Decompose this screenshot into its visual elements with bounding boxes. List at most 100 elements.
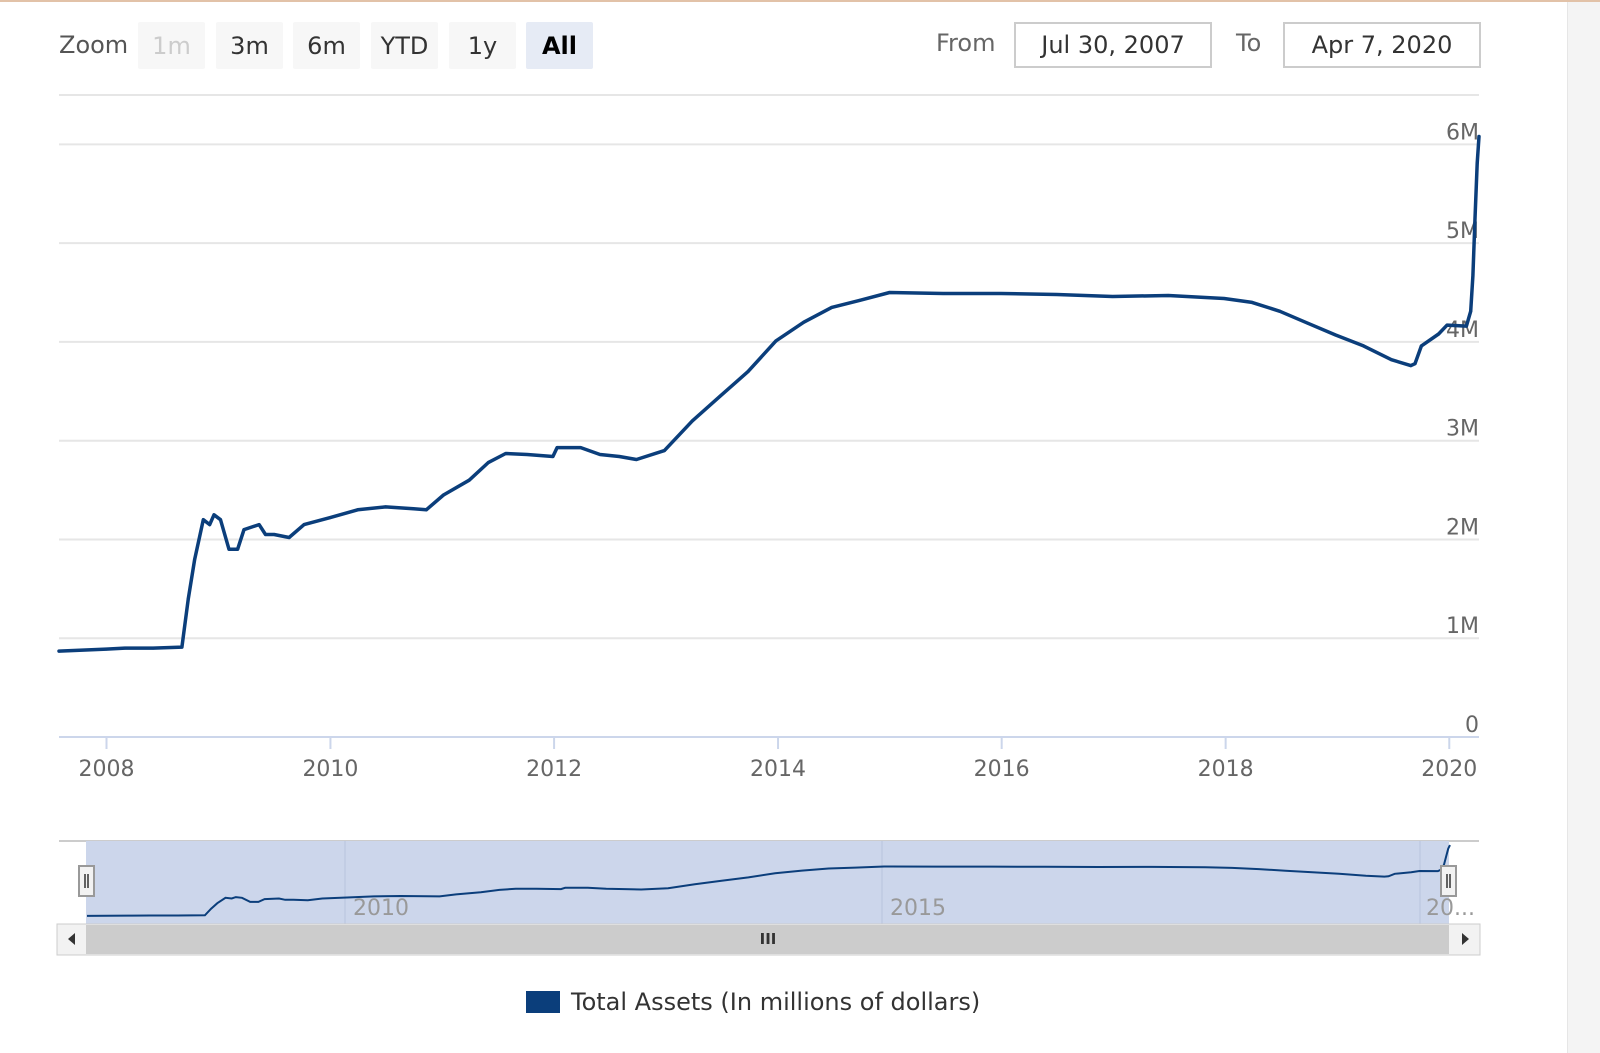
- data-point: [1409, 364, 1413, 368]
- navigator-left-handle[interactable]: [78, 865, 95, 897]
- data-point: [1306, 321, 1310, 325]
- data-point: [830, 305, 834, 309]
- to-date-input[interactable]: Apr 7, 2020: [1283, 22, 1481, 68]
- navigator-tick-label: 2015: [890, 896, 946, 921]
- zoom-1y-button[interactable]: 1y: [449, 22, 516, 69]
- data-point: [858, 298, 861, 302]
- data-point: [662, 449, 666, 453]
- data-point: [746, 370, 750, 374]
- y-tick-label: 1M: [1446, 614, 1479, 639]
- x-tick-label: 2008: [78, 757, 134, 782]
- data-point: [487, 460, 490, 464]
- y-tick-label: 4M: [1446, 318, 1479, 343]
- right-handle-body[interactable]: [1440, 865, 1457, 897]
- legend-swatch-icon: [526, 991, 560, 1013]
- data-point: [201, 518, 205, 522]
- data-point: [1437, 332, 1441, 336]
- navigator-gridlines: [344, 841, 1421, 924]
- page-scrollbar[interactable]: [1567, 2, 1600, 1053]
- x-tick-label: 2020: [1421, 757, 1477, 782]
- navigator-scrollbar[interactable]: III: [56, 923, 1481, 956]
- zoom-ytd-button[interactable]: YTD: [371, 22, 438, 69]
- data-point: [1471, 274, 1475, 278]
- y-tick-label: 3M: [1446, 417, 1479, 442]
- data-point: [1389, 358, 1393, 362]
- scrollbar-grip: III: [760, 930, 777, 948]
- data-point: [1222, 297, 1226, 300]
- x-tick-label: 2018: [1198, 757, 1254, 782]
- data-point: [272, 533, 276, 536]
- legend-item[interactable]: Total Assets (In millions of dollars): [526, 986, 980, 1018]
- zoom-6m-button[interactable]: 6m: [293, 22, 360, 69]
- data-point: [1111, 295, 1115, 298]
- scrollbar-thumb[interactable]: [86, 925, 1449, 954]
- data-point: [802, 320, 806, 324]
- navigator[interactable]: 2010 2015 20...: [59, 840, 1479, 924]
- y-tick-label: 6M: [1446, 120, 1479, 145]
- navigator-right-handle[interactable]: [1440, 865, 1457, 897]
- y-tick-label: 2M: [1446, 515, 1479, 540]
- from-date-input[interactable]: Jul 30, 2007: [1014, 22, 1212, 68]
- left-handle-body[interactable]: [78, 865, 95, 897]
- data-point: [302, 523, 306, 527]
- data-point: [718, 394, 722, 398]
- series-group: [57, 134, 1481, 653]
- data-point: [424, 508, 428, 512]
- data-point: [180, 645, 184, 649]
- data-point: [264, 533, 267, 536]
- data-point: [151, 646, 155, 650]
- data-point: [504, 452, 508, 455]
- data-point: [212, 513, 216, 517]
- x-tick-label: 2016: [974, 757, 1030, 782]
- data-point: [123, 646, 127, 650]
- navigator-series-line: [86, 844, 1451, 917]
- zoom-all-button[interactable]: All: [526, 22, 593, 69]
- data-point: [774, 339, 778, 343]
- data-point: [1469, 309, 1473, 313]
- data-point: [1362, 344, 1365, 348]
- data-point: [208, 523, 212, 527]
- data-point: [1475, 161, 1479, 165]
- data-point: [1473, 217, 1477, 220]
- scroll-right-arrow-icon[interactable]: [1462, 933, 1469, 945]
- data-point: [236, 547, 240, 551]
- top-border: [0, 0, 1600, 2]
- data-point: [525, 453, 529, 456]
- data-point: [999, 292, 1003, 295]
- data-point: [635, 458, 638, 461]
- zoom-3m-button[interactable]: 3m: [216, 22, 283, 69]
- data-point: [1413, 362, 1417, 366]
- data-point: [1334, 333, 1338, 337]
- zoom-label: Zoom: [59, 31, 129, 59]
- data-point: [186, 597, 190, 601]
- scroll-left-arrow-icon[interactable]: [68, 933, 75, 945]
- data-point: [941, 292, 945, 295]
- data-point: [356, 508, 360, 512]
- data-point: [1166, 294, 1170, 297]
- navigator-tick-label: 20...: [1426, 896, 1475, 921]
- series-line: [57, 134, 1481, 653]
- legend-label: Total Assets (In millions of dollars): [571, 988, 981, 1016]
- navigator-tick-label: 2010: [353, 896, 409, 921]
- data-point: [1419, 344, 1423, 348]
- x-axis: 2008 2010 2012 2014 2016 2018 2020: [78, 737, 1477, 782]
- data-point: [57, 649, 61, 653]
- x-tick-label: 2012: [526, 757, 582, 782]
- to-label: To: [1236, 29, 1262, 57]
- y-tick-label: 0: [1465, 713, 1479, 738]
- data-point: [384, 505, 388, 509]
- data-point: [1445, 323, 1449, 327]
- data-point: [1250, 300, 1254, 304]
- navigator-series: [86, 844, 1451, 917]
- data-point: [227, 547, 231, 551]
- data-point: [888, 291, 892, 294]
- zoom-1m-button[interactable]: 1m: [138, 22, 205, 69]
- data-point: [467, 478, 471, 482]
- data-point: [257, 523, 261, 527]
- x-tick-label: 2010: [302, 757, 358, 782]
- data-point: [690, 419, 694, 423]
- data-point: [193, 557, 197, 561]
- from-label: From: [936, 29, 996, 57]
- data-point: [219, 518, 222, 522]
